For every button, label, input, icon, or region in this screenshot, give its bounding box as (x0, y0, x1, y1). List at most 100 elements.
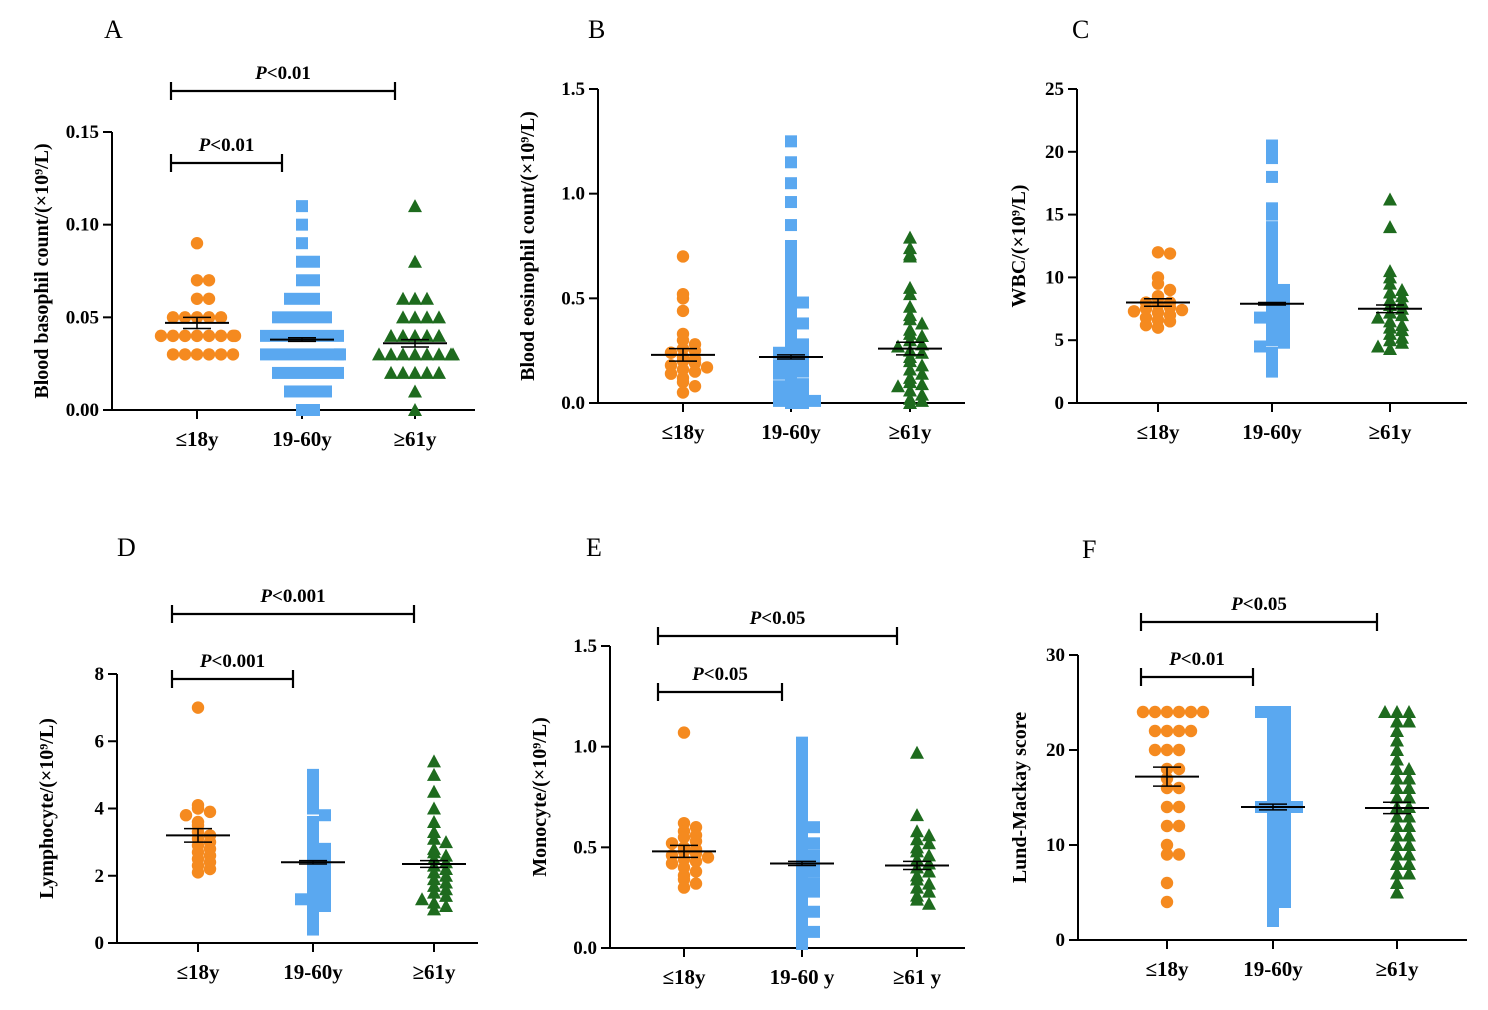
x-tick-label: ≥61y (393, 427, 437, 451)
y-tick-label: 20 (1046, 740, 1065, 761)
data-point (178, 329, 192, 343)
data-point (432, 328, 446, 342)
data-point (296, 255, 308, 268)
data-point (427, 902, 441, 916)
data-point (1172, 800, 1186, 814)
data-point (785, 313, 797, 326)
data-point (773, 394, 785, 407)
y-tick-label: 0 (1055, 393, 1065, 414)
data-point (915, 316, 929, 330)
data-point (396, 365, 410, 379)
data-point (420, 347, 434, 361)
data-point (427, 895, 441, 909)
data-point (797, 397, 809, 409)
data-point (432, 347, 446, 361)
data-point (1402, 771, 1416, 785)
data-point (396, 291, 410, 305)
data-point (439, 875, 453, 889)
x-tick-label: 19-60y (283, 960, 343, 984)
data-point (1390, 743, 1404, 756)
x-tick-label: 19-60y (761, 420, 821, 444)
y-tick-label: 0.0 (573, 938, 597, 959)
data-point (797, 296, 809, 309)
data-point (1279, 763, 1291, 775)
data-point (1402, 847, 1416, 861)
data-point (1402, 790, 1416, 804)
data-point (701, 851, 715, 864)
data-point (284, 348, 296, 361)
data-point (688, 365, 702, 378)
data-point (1160, 838, 1174, 852)
data-point (1279, 839, 1291, 851)
group-19-60y (796, 736, 820, 950)
data-point (1267, 858, 1279, 870)
data-point (1267, 896, 1279, 908)
data-point (796, 801, 808, 814)
data-point (1172, 743, 1186, 757)
data-point (796, 770, 808, 783)
data-point (1267, 725, 1279, 737)
data-point (922, 896, 936, 910)
data-point (203, 805, 217, 819)
data-point (296, 311, 308, 324)
data-point (1278, 336, 1290, 349)
data-point (903, 375, 917, 389)
significance-label: P<0.01 (198, 135, 255, 156)
data-point (1163, 283, 1177, 297)
data-point (1151, 246, 1165, 259)
data-point (1160, 781, 1174, 795)
data-point (332, 329, 344, 342)
data-point (1402, 781, 1416, 794)
data-point (1175, 303, 1189, 317)
data-point (308, 366, 320, 379)
x-tick-label: ≥61 y (893, 965, 942, 989)
data-point (446, 347, 460, 361)
data-point (1279, 867, 1291, 880)
data-point (296, 404, 308, 416)
data-point (1255, 706, 1267, 718)
y-axis-label: Lund-Mackay score (1009, 712, 1031, 883)
data-point (796, 831, 808, 844)
group-18y (664, 250, 714, 399)
data-point (1163, 247, 1177, 260)
data-point (307, 785, 319, 798)
data-point (1390, 733, 1404, 747)
data-point (307, 923, 319, 936)
data-point (427, 831, 441, 845)
data-point (1254, 311, 1266, 324)
data-point (1279, 886, 1291, 899)
data-point (1160, 895, 1174, 909)
data-point (1160, 819, 1174, 833)
data-point (191, 701, 205, 714)
data-point (320, 366, 332, 379)
data-point (427, 872, 441, 886)
data-point (1267, 791, 1279, 804)
data-point (1395, 323, 1409, 337)
data-point (1402, 857, 1416, 870)
data-point (308, 348, 320, 361)
data-point (665, 837, 679, 850)
data-point (1172, 724, 1186, 738)
data-point (320, 385, 332, 398)
data-point (922, 884, 936, 898)
data-point (922, 848, 936, 862)
data-point (1148, 743, 1162, 757)
y-tick-label: 1.5 (561, 79, 585, 100)
significance-label: P<0.01 (254, 63, 311, 84)
data-point (1402, 762, 1416, 775)
data-point (808, 865, 820, 878)
data-point (284, 385, 296, 398)
data-point (796, 780, 808, 793)
data-point (284, 311, 296, 324)
data-point (320, 311, 332, 324)
group-19-60y (1254, 139, 1290, 378)
panel-letter: E (586, 533, 602, 562)
x-tick-label: ≤18y (1145, 957, 1189, 981)
data-point (296, 200, 308, 213)
data-point (307, 886, 319, 899)
data-point (910, 872, 924, 886)
data-point (1267, 753, 1279, 766)
data-point (1279, 772, 1291, 785)
data-point (179, 809, 193, 822)
data-point (420, 310, 434, 324)
